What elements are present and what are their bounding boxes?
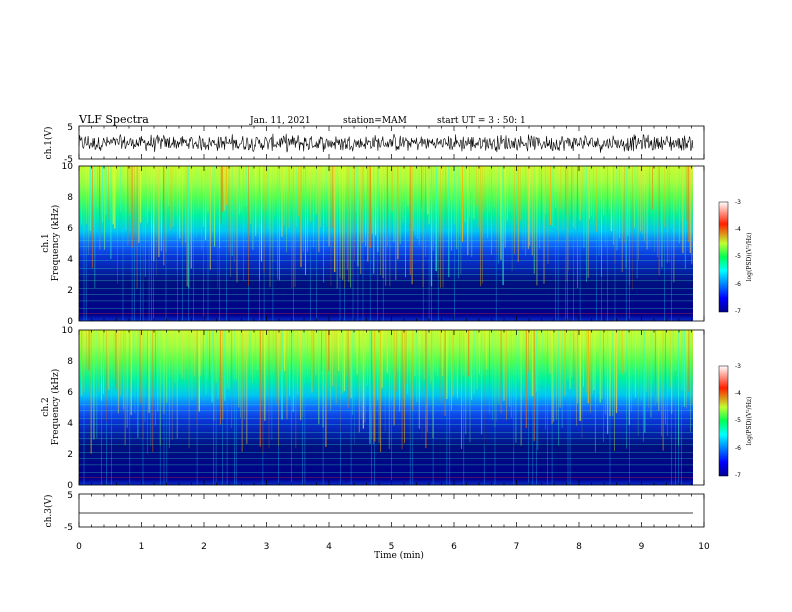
- ch2-ylabel-frequency: Frequency (kHz): [50, 369, 61, 446]
- xtick-9: 9: [639, 542, 645, 552]
- xtick-8: 8: [576, 542, 582, 552]
- xtick-1: 1: [139, 542, 145, 552]
- ch1-ylabel-frequency: Frequency (kHz): [50, 205, 61, 282]
- ch2-colorbar-label: log(PSD)(V²/Hz): [746, 397, 753, 446]
- panel-ch2-spectrogram: 0 2 4 6 8 10 ch.2 Frequency (kHz) -3 -4 …: [41, 326, 753, 491]
- ch2-colorbar-tick-m4: -4: [735, 390, 741, 397]
- ch2-colorbar-tick-m5: -5: [735, 417, 741, 424]
- ch1-spectrogram-tones: [79, 240, 693, 314]
- ch1-ytick-bottom: -5: [64, 155, 73, 165]
- ch1-spectrogram-streaks: [78, 166, 693, 321]
- time-axis-ticks: [78, 126, 705, 527]
- ch3-ytick-bottom: -5: [64, 523, 73, 533]
- time-axis-labels: 0 1 2 3 4 5 6 7 8 9 10 Time (min): [76, 542, 710, 561]
- ch3-ylabel: ch.3(V): [43, 495, 54, 528]
- ch2-spectrogram-yticks: 0 2 4 6 8 10: [62, 326, 74, 491]
- ch2-ylabel-channel: ch.2: [41, 397, 51, 416]
- ch1-ytick-top: 5: [67, 123, 73, 133]
- xtick-6: 6: [451, 542, 457, 552]
- xtick-5: 5: [389, 542, 395, 552]
- ch1-freq-tick-2: 2: [67, 286, 73, 296]
- ch1-freq-tick-6: 6: [67, 224, 73, 234]
- ch1-colorbar-label: log(PSD)(V²/Hz): [746, 233, 753, 282]
- ch1-freq-tick-4: 4: [67, 255, 73, 265]
- figure-title: VLF Spectra: [78, 113, 149, 126]
- ch2-freq-tick-4: 4: [67, 419, 73, 429]
- ch2-colorbar-tick-m3: -3: [735, 363, 741, 370]
- xtick-4: 4: [326, 542, 332, 552]
- xtick-3: 3: [264, 542, 270, 552]
- ch2-spectrogram-streaks: [78, 330, 693, 485]
- ch1-ylabel-channel: ch.1: [41, 233, 51, 252]
- ch1-colorbar-tick-m6: -6: [735, 281, 741, 288]
- ch1-colorbar-tick-m4: -4: [735, 226, 741, 233]
- ch1-spectrogram-background: [79, 166, 693, 321]
- ch2-colorbar-tick-m7: -7: [735, 472, 741, 479]
- ch1-freq-tick-10: 10: [62, 162, 74, 172]
- ch1-colorbar: [718, 201, 729, 313]
- ch3-ytick-top: 5: [67, 491, 73, 501]
- ch1-freq-tick-8: 8: [67, 193, 73, 203]
- ch2-spectrogram-background: [79, 330, 693, 485]
- ch1-freq-tick-0: 0: [67, 317, 73, 327]
- xtick-7: 7: [514, 542, 520, 552]
- ch2-colorbar: [718, 365, 729, 477]
- xaxis-label: Time (min): [374, 550, 424, 561]
- panel-ch1-spectrogram: 0 2 4 6 8 10 ch.1 Frequency (kHz) -3 -4 …: [41, 162, 753, 327]
- ch2-colorbar-tick-m6: -6: [735, 445, 741, 452]
- panel-ch3-waveform: 5 -5 ch.3(V): [43, 491, 705, 533]
- start-time-label: start UT = 3 : 50: 1: [437, 116, 526, 126]
- xtick-0: 0: [76, 542, 82, 552]
- ch2-freq-tick-0: 0: [67, 481, 73, 491]
- ch2-freq-tick-6: 6: [67, 388, 73, 398]
- ch1-colorbar-tick-m7: -7: [735, 308, 741, 315]
- ch1-spectrogram-yticks: 0 2 4 6 8 10: [62, 162, 74, 327]
- ch2-freq-tick-8: 8: [67, 357, 73, 367]
- ch1-colorbar-tick-m3: -3: [735, 199, 741, 206]
- ch2-freq-tick-10: 10: [62, 326, 74, 336]
- ch1-colorbar-tick-m5: -5: [735, 253, 741, 260]
- ch1-ylabel: ch.1(V): [43, 127, 54, 160]
- station-label: station=MAM: [343, 116, 407, 126]
- ch2-freq-tick-2: 2: [67, 450, 73, 460]
- date-label: Jan. 11, 2021: [249, 116, 311, 126]
- ch2-spectrogram-tones: [79, 404, 693, 478]
- xtick-2: 2: [201, 542, 207, 552]
- panel-ch1-waveform: 5 -5 ch.1(V): [43, 123, 705, 165]
- xtick-10: 10: [698, 542, 710, 552]
- ch1-waveform-line: [78, 133, 694, 153]
